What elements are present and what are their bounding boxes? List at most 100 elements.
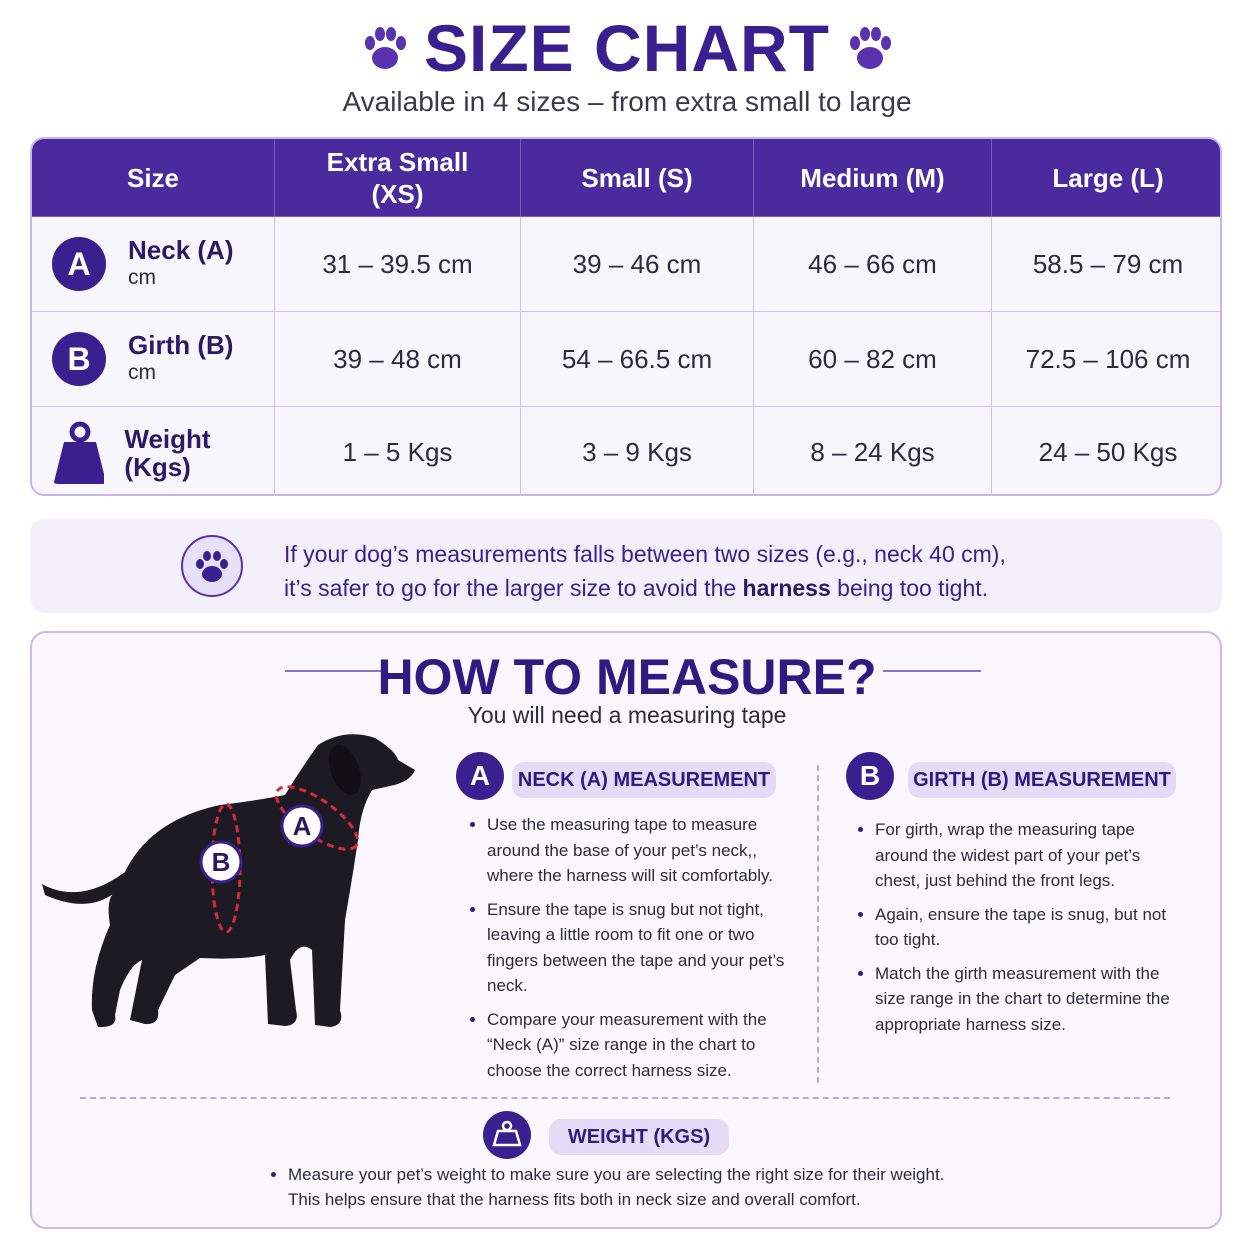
cell: 39 – 46 cm <box>521 217 754 312</box>
bullet: Match the girth measurement with the siz… <box>875 961 1185 1038</box>
shape: Girth (B) cm <box>128 331 233 387</box>
shape <box>220 559 228 569</box>
column-header: Medium (M) <box>754 139 992 217</box>
label: Weight (Kgs) <box>124 423 211 482</box>
note-bold: harness <box>742 575 831 601</box>
section-heading: NECK (A) MEASUREMENT <box>512 762 776 798</box>
shape <box>396 36 406 50</box>
cell: 54 – 66.5 cm <box>521 312 754 407</box>
shape <box>213 551 221 561</box>
note-text: If your dog’s measurements falls between… <box>284 537 1006 605</box>
label: Girth (B) <box>128 330 234 360</box>
unit: cm <box>128 361 156 384</box>
shape <box>203 551 211 561</box>
cell: 3 – 9 Kgs <box>521 407 754 494</box>
header-text: Size <box>126 162 180 193</box>
weight-badge <box>483 1111 531 1159</box>
shape <box>69 421 91 442</box>
row-label: A Neck (A) cm <box>32 217 275 312</box>
shape <box>492 1129 522 1147</box>
bullet-line: This helps ensure that the harness fits … <box>288 1190 861 1209</box>
shape <box>202 566 222 582</box>
dog-label: A <box>293 811 312 841</box>
shape <box>365 36 375 50</box>
divider <box>817 765 819 1083</box>
dog-illustration: A B <box>42 734 415 1028</box>
bullet: Compare your measurement with the “Neck … <box>487 1007 802 1084</box>
badge: A <box>52 237 106 291</box>
shape: A B <box>42 734 415 1028</box>
shape <box>850 27 891 69</box>
paw-icon <box>365 27 406 69</box>
shape <box>196 559 204 569</box>
size-table: Size Extra Small (XS) Small (S) Medium (… <box>30 137 1222 496</box>
paw-icon <box>850 27 891 69</box>
shape <box>54 441 105 484</box>
dog-label: B <box>212 847 231 877</box>
bullet-list: For girth, wrap the measuring tape aroun… <box>855 817 1185 1045</box>
cell: 24 – 50 Kgs <box>1038 437 1178 467</box>
measure-subtitle: You will need a measuring tape <box>467 702 787 728</box>
shape <box>365 27 406 69</box>
shape <box>850 36 860 50</box>
bullet: For girth, wrap the measuring tape aroun… <box>875 817 1185 894</box>
column-header: Size <box>32 139 275 217</box>
cell: 72.5 – 106 cm <box>992 312 1220 407</box>
cell: 58.5 – 79 cm <box>992 217 1220 312</box>
bullet-list: Use the measuring tape to measure around… <box>467 812 802 1091</box>
cell: 1 – 5 Kgs <box>275 407 521 494</box>
subtitle: Available in 4 sizes – from extra small … <box>342 86 912 117</box>
column-header: Large (L) <box>992 139 1220 217</box>
header-text: Large (L) <box>1052 162 1164 193</box>
bullet-line: Measure your pet’s weight to make sure y… <box>288 1165 945 1184</box>
paw-badge <box>181 535 243 597</box>
bullet: Measure your pet’s weight to make sure y… <box>288 1162 1168 1212</box>
cell: 39 – 48 cm <box>275 312 521 407</box>
shape <box>196 551 228 582</box>
note-line: it’s safer to go for the larger size to … <box>284 575 743 601</box>
shape <box>871 27 881 41</box>
row-label: Weight (Kgs) <box>32 407 275 494</box>
rule <box>285 670 383 672</box>
shape <box>199 840 243 884</box>
title: SIZE CHART <box>424 11 830 85</box>
shape <box>386 27 396 41</box>
row-label: B Girth (B) cm <box>32 312 275 407</box>
section-heading: GIRTH (B) MEASUREMENT <box>908 762 1176 798</box>
rule <box>883 670 981 672</box>
cell: 31 – 39.5 cm <box>275 217 521 312</box>
section-badge: A <box>456 752 504 800</box>
shape: Weight (Kgs) <box>124 425 274 481</box>
shape <box>483 1111 531 1159</box>
label: Neck (A) <box>128 235 234 265</box>
shape <box>857 47 883 69</box>
header-text: Medium (M) <box>800 162 945 193</box>
shape: Neck (A) cm <box>128 236 233 292</box>
shape <box>280 804 324 848</box>
column-header: Extra Small (XS) <box>275 139 521 217</box>
cell: 46 – 66 cm <box>754 217 992 312</box>
weight-icon <box>54 421 105 484</box>
shape <box>329 745 361 795</box>
section-heading: WEIGHT (KGS) <box>549 1119 729 1155</box>
cell: 8 – 24 Kgs <box>754 407 992 494</box>
column-header: Small (S) <box>521 139 754 217</box>
shape <box>860 27 870 41</box>
shape <box>375 27 385 41</box>
divider <box>80 1097 1170 1099</box>
section-badge: B <box>846 752 894 800</box>
unit: cm <box>128 266 156 289</box>
header-text: Extra Small (XS) <box>326 146 469 209</box>
bullet: Ensure the tape is snug but not tight, l… <box>487 897 802 999</box>
bullet: Again, ensure the tape is snug, but not … <box>875 902 1185 953</box>
shape <box>881 36 891 50</box>
note-line: If your dog’s measurements falls between… <box>284 541 1006 567</box>
cell: 60 – 82 cm <box>754 312 992 407</box>
note-box: If your dog’s measurements falls between… <box>30 519 1222 613</box>
bullet: Use the measuring tape to measure around… <box>487 812 802 889</box>
note-line: being too tight. <box>830 575 989 601</box>
badge: B <box>52 332 106 386</box>
header-text: Small (S) <box>581 162 693 193</box>
measure-title: HOW TO MEASURE? <box>377 649 877 705</box>
